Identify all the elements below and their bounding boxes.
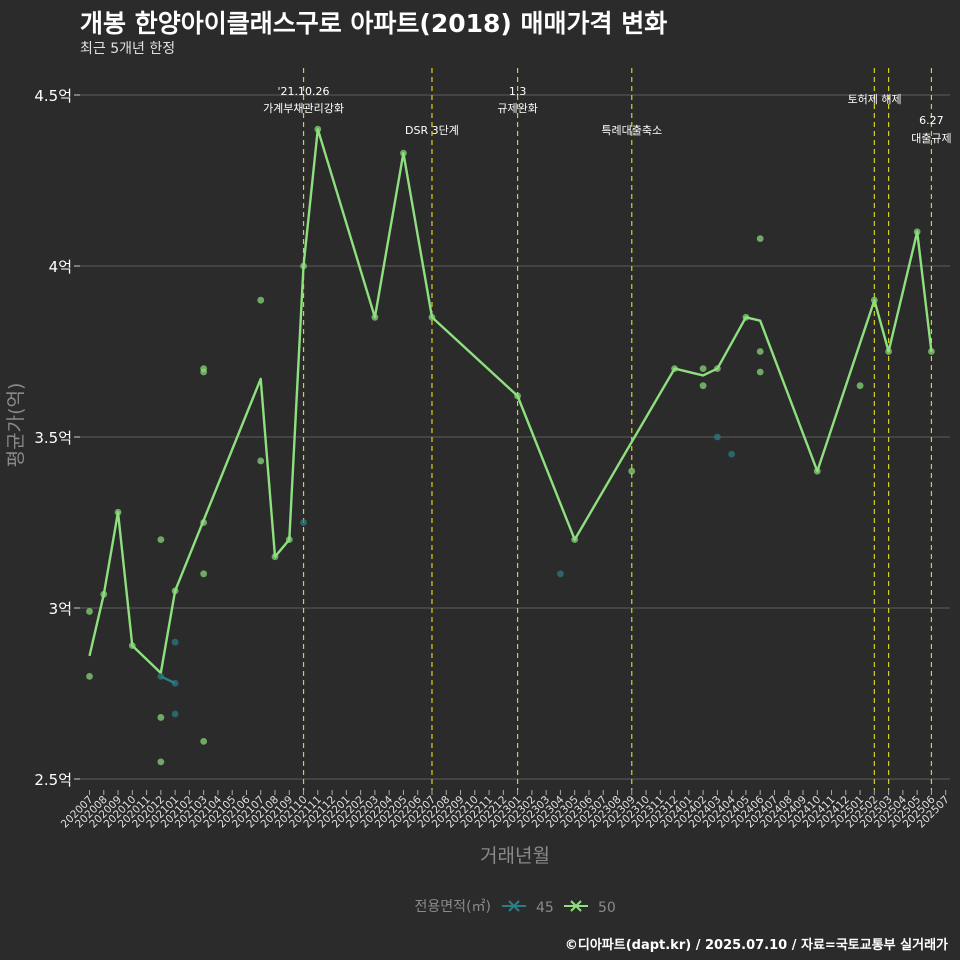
chart-title: 개봉 한양아이클래스구로 아파트(2018) 매매가격 변화: [80, 9, 668, 38]
event-label: 대출규제: [911, 132, 951, 145]
data-point-50: [713, 365, 721, 372]
y-axis-title: 평균가(억): [5, 383, 27, 468]
data-point-50: [157, 536, 165, 543]
data-point-50: [885, 348, 893, 355]
data-point-50: [271, 553, 279, 561]
event-label: '21.10.26: [278, 85, 330, 98]
data-point-50: [314, 125, 322, 133]
data-point-50: [100, 590, 108, 598]
data-point-45: [300, 519, 307, 526]
data-point-45: [728, 450, 736, 458]
data-point-50: [157, 758, 165, 766]
data-point-50: [699, 382, 707, 390]
point-layer: [86, 125, 935, 766]
data-point-50: [699, 365, 707, 372]
data-point-50: [200, 519, 208, 526]
grid-layer: [80, 94, 950, 780]
y-tick-label: 2.5억: [34, 771, 72, 789]
data-point-50: [128, 642, 136, 650]
event-label: 가계부채관리강화: [263, 102, 344, 115]
y-tick-label: 3.5억: [34, 429, 72, 447]
y-tick-label: 3억: [49, 600, 72, 618]
data-point-50: [514, 392, 521, 400]
data-point-50: [257, 457, 265, 465]
data-point-50: [200, 368, 208, 376]
event-label: 토허제 해제: [848, 92, 902, 106]
legend-label: 50: [598, 900, 616, 916]
data-point-50: [571, 536, 579, 543]
event-label: 1.3: [509, 85, 527, 98]
data-point-50: [756, 348, 764, 355]
data-point-50: [870, 296, 878, 304]
data-point-50: [285, 536, 293, 543]
event-label: 6.27: [919, 114, 944, 127]
data-point-50: [756, 235, 764, 243]
legend-layer: 전용면적(㎡) 45 50: [415, 899, 616, 916]
data-point-45: [557, 570, 564, 578]
data-point-50: [756, 368, 764, 376]
data-point-50: [300, 262, 307, 270]
legend-label: 45: [536, 900, 554, 916]
data-point-50: [813, 467, 821, 475]
data-point-50: [928, 348, 935, 355]
x-axis-title: 거래년월: [480, 845, 550, 867]
data-point-50: [400, 149, 407, 157]
data-point-50: [171, 587, 179, 595]
data-point-50: [157, 714, 165, 721]
data-point-45: [171, 638, 179, 646]
data-point-45: [171, 710, 179, 718]
y-tick-label: 4억: [49, 258, 72, 276]
event-label: DSR 3단계: [405, 124, 459, 137]
data-point-50: [86, 673, 93, 680]
line-layer: [88, 127, 933, 685]
legend-key-mark: [508, 900, 520, 912]
event-label: 특례대출축소: [601, 124, 662, 137]
series-line-50: [88, 127, 933, 675]
data-point-50: [86, 608, 93, 615]
data-point-50: [856, 382, 864, 390]
chart-subtitle: 최근 5개년 한정: [80, 41, 176, 57]
data-point-50: [428, 313, 436, 321]
data-point-50: [628, 467, 636, 475]
legend-key-mark: [570, 900, 582, 912]
event-label: 규제완화: [497, 102, 537, 115]
data-point-50: [114, 508, 122, 516]
data-point-50: [200, 737, 208, 745]
axis-layer: 2.5억3억3.5억4억4.5억202007202008202009202010…: [5, 87, 952, 867]
data-point-50: [200, 570, 208, 578]
y-tick-label: 4.5억: [34, 87, 72, 105]
data-point-50: [371, 313, 379, 321]
data-point-45: [171, 679, 179, 687]
data-point-45: [157, 673, 165, 680]
data-point-50: [671, 365, 678, 372]
data-point-50: [913, 228, 921, 236]
data-point-45: [713, 433, 721, 441]
data-point-50: [742, 313, 750, 321]
data-point-50: [257, 296, 265, 304]
chart-caption: ©디아파트(dapt.kr) / 2025.07.10 / 자료=국토교통부 실…: [564, 938, 948, 953]
legend-title: 전용면적(㎡): [415, 899, 491, 915]
